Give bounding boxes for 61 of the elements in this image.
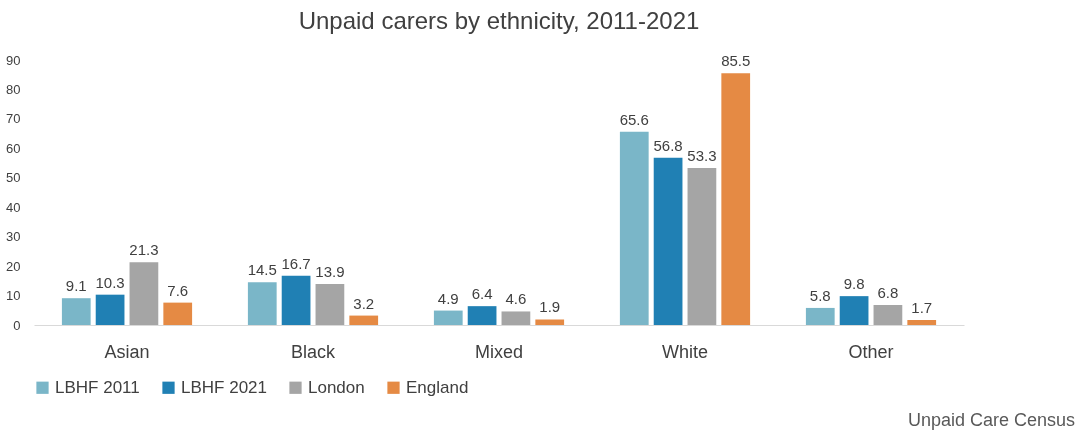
bar: [535, 319, 565, 325]
data-label: 56.8: [653, 136, 683, 154]
legend-label: London: [308, 377, 365, 397]
data-label: 53.3: [687, 147, 717, 165]
data-label: 5.8: [809, 286, 831, 304]
data-label: 4.9: [437, 289, 459, 307]
y-tick-label: 60: [6, 140, 21, 156]
legend-label: LBHF 2011: [55, 377, 140, 397]
data-label: 16.7: [281, 254, 311, 272]
y-tick-label: 40: [6, 199, 21, 215]
y-tick-label: 90: [6, 52, 21, 68]
bar: [839, 296, 869, 325]
x-tick-label: White: [661, 341, 709, 362]
data-label: 21.3: [129, 241, 159, 259]
data-label: 7.6: [167, 281, 189, 299]
y-tick-label: 80: [6, 81, 21, 97]
bar: [467, 306, 497, 325]
bar: [349, 315, 379, 325]
bar: [129, 262, 159, 325]
bar: [653, 157, 683, 325]
data-label: 1.9: [539, 298, 561, 316]
x-tick-label: Asian: [104, 341, 150, 362]
data-label: 13.9: [315, 263, 345, 281]
y-tick-label: 50: [6, 170, 21, 186]
text: Unpaid Care Census: [907, 410, 1075, 431]
bar: [315, 284, 345, 325]
bar: [433, 310, 463, 325]
bar: [873, 304, 903, 325]
data-label: 14.5: [247, 261, 277, 279]
legend-label: LBHF 2021: [181, 377, 267, 397]
data-label: 6.4: [471, 285, 493, 303]
data-label: 3.2: [353, 294, 375, 312]
y-tick-label: 0: [13, 317, 21, 333]
bar: [721, 73, 751, 325]
data-label: 4.6: [505, 290, 527, 308]
x-tick-label: Black: [290, 341, 337, 362]
data-label: 1.7: [911, 298, 933, 316]
data-label: 6.8: [877, 283, 899, 301]
legend-label: England: [406, 377, 469, 397]
bar: [687, 168, 717, 325]
data-label: 65.6: [619, 110, 649, 128]
chart-title: Unpaid carers by ethnicity, 2011-2021: [298, 7, 700, 34]
x-tick-label: Mixed: [474, 341, 524, 362]
data-label: 85.5: [721, 52, 751, 70]
data-label: 9.8: [843, 275, 865, 293]
y-tick-label: 70: [6, 111, 21, 127]
bar: [61, 298, 91, 325]
x-tick-label: Other: [848, 341, 894, 362]
data-label: 9.1: [65, 277, 87, 295]
y-tick-label: 30: [6, 229, 21, 245]
data-label: 10.3: [95, 273, 125, 291]
bar: [95, 294, 125, 325]
bar: [247, 282, 277, 325]
bar: [619, 131, 649, 325]
bar: [501, 311, 531, 325]
y-tick-label: 20: [6, 258, 21, 274]
y-tick-label: 10: [6, 288, 21, 304]
bar: [907, 319, 937, 325]
bar: [805, 307, 835, 325]
bar: [163, 302, 193, 325]
bar: [281, 275, 311, 325]
